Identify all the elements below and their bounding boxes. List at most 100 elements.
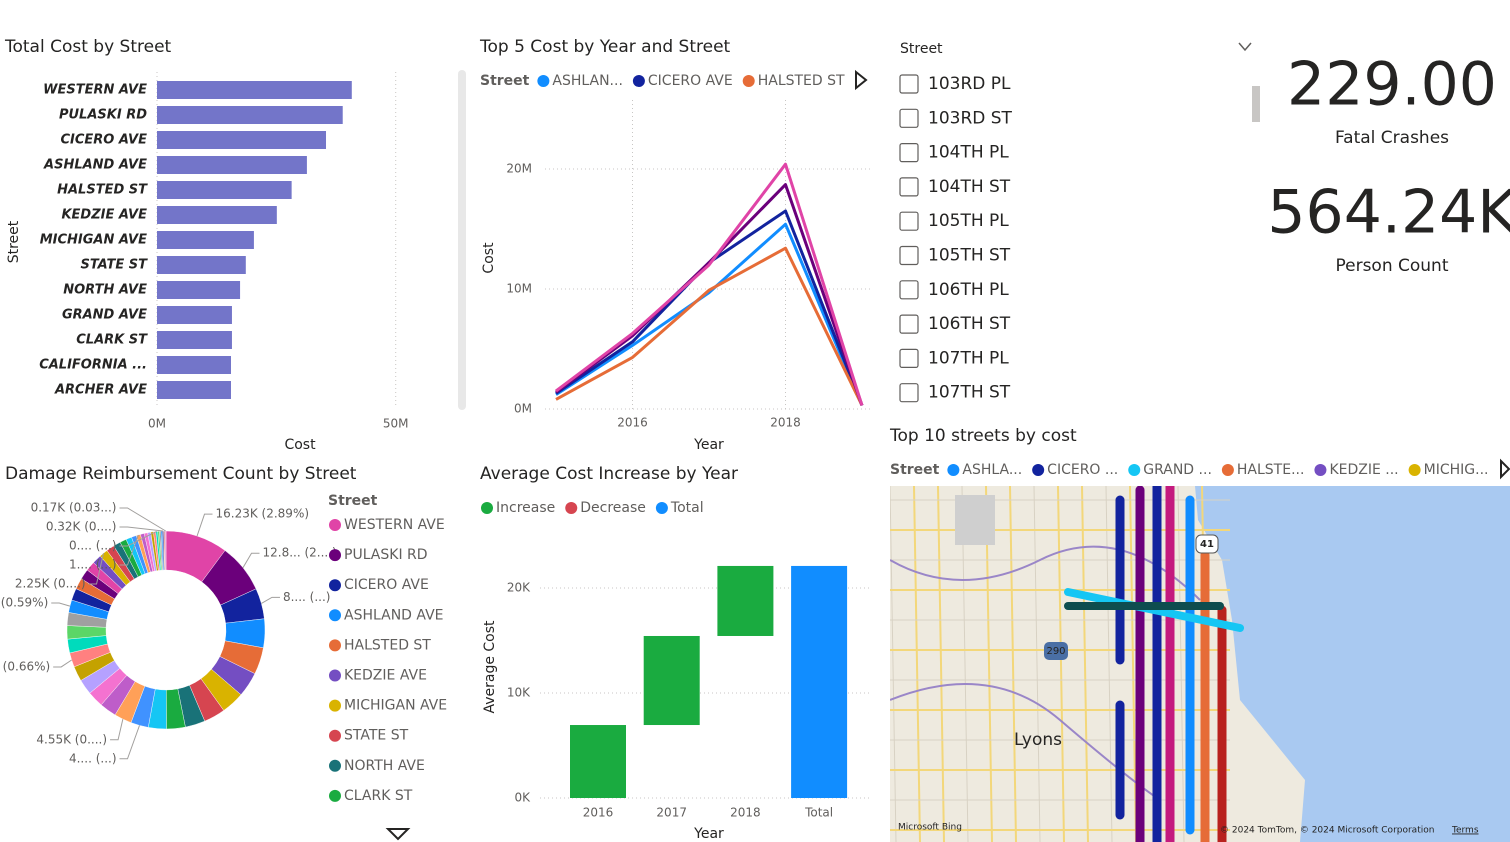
x-tick-label: 2016: [583, 806, 614, 820]
legend-swatch: [655, 502, 668, 514]
waterfall-bar: [570, 725, 626, 798]
bar: [157, 281, 241, 299]
y-tick-label: GRAND AVE: [62, 308, 147, 323]
bar: [157, 181, 292, 199]
map-road: [961, 486, 969, 842]
map-park: [955, 495, 995, 545]
legend-label: Total: [670, 500, 704, 516]
map-water: [1195, 486, 1510, 842]
slicer-item: 105TH PL: [928, 211, 1009, 231]
map-road: [1057, 486, 1065, 842]
x-axis-title: Cost: [284, 437, 316, 453]
leader-line: [110, 718, 124, 741]
y-axis-title: Street: [6, 220, 22, 263]
legend-swatch: [481, 502, 493, 514]
y-tick-label: 10K: [507, 686, 531, 700]
legend-title: Street: [328, 493, 378, 509]
bar: [157, 156, 307, 174]
leader-line: [119, 507, 166, 532]
chart-title: Total Cost by Street: [4, 37, 172, 57]
legend-more[interactable]: [385, 828, 411, 841]
line-series: [555, 162, 864, 406]
legend-swatch: [1221, 464, 1234, 476]
slicer-title: Street: [900, 41, 943, 57]
y-tick-label: CICERO AVE: [60, 133, 147, 148]
legend-swatch: [1128, 464, 1141, 476]
slicer-item: 106TH ST: [928, 314, 1011, 334]
checkbox[interactable]: [899, 108, 919, 128]
checkbox[interactable]: [899, 143, 919, 163]
x-axis-title: Year: [693, 437, 724, 453]
legend-label: PULASKI RD: [344, 547, 428, 563]
bar: [157, 131, 327, 149]
legend-swatch: [329, 609, 341, 622]
legend-label: Increase: [496, 500, 555, 516]
y-tick-label: ARCHER AVE: [54, 383, 147, 398]
checkbox[interactable]: [899, 280, 919, 300]
leader-line: [88, 553, 104, 585]
data-label: 2.25K (0....): [15, 577, 86, 591]
legend-label: GRAND ...: [1143, 462, 1212, 478]
bar: [157, 356, 231, 374]
bar: [157, 331, 232, 349]
donut-slice: [165, 530, 167, 571]
map: Lyons 41 290 Microsoft Bing © 2024 TomTom, ©…: [890, 486, 1510, 842]
line-series: [555, 222, 864, 406]
scrollbar[interactable]: [1252, 86, 1260, 122]
y-tick-label: 0K: [514, 791, 531, 805]
map-attribution[interactable]: Terms: [1451, 826, 1479, 836]
legend-swatch: [565, 502, 578, 514]
checkbox[interactable]: [899, 348, 919, 368]
checkbox[interactable]: [899, 314, 919, 334]
map-road: [1081, 486, 1089, 842]
legend-next[interactable]: [1500, 458, 1510, 480]
x-tick-label: 50M: [383, 417, 409, 431]
legend-label: ASHLA...: [962, 462, 1022, 478]
waterfall-bar: [791, 565, 848, 798]
legend-label: WESTERN AVE: [344, 517, 445, 533]
legend-swatch: [1032, 464, 1045, 476]
bar: [157, 256, 246, 274]
legend-next[interactable]: [855, 69, 868, 91]
y-tick-label: PULASKI RD: [59, 108, 147, 123]
scrollbar[interactable]: [458, 70, 466, 410]
legend-label: MICHIGAN AVE: [344, 698, 447, 714]
map-attribution: Microsoft Bing: [898, 823, 962, 833]
bar: [157, 106, 343, 124]
y-axis-title: Average Cost: [482, 620, 498, 714]
map-shield-label: 290: [1046, 646, 1065, 657]
slicer-item: 107TH ST: [928, 383, 1011, 403]
legend-swatch: [329, 549, 341, 562]
map-road: [890, 486, 897, 842]
dropdown-chevron[interactable]: [1238, 42, 1252, 52]
map-road: [1033, 486, 1041, 842]
legend-swatch: [1314, 464, 1327, 476]
bar: [157, 306, 232, 324]
legend-title: Street: [890, 462, 940, 478]
bar: [157, 231, 254, 249]
legend-swatch: [329, 519, 341, 531]
y-tick-label: ASHLAND AVE: [43, 158, 147, 173]
y-tick-label: 20K: [507, 581, 531, 595]
checkbox[interactable]: [899, 245, 919, 266]
legend-swatch: [947, 464, 960, 476]
waterfall-bar: [717, 565, 774, 636]
slicer-item: 103RD ST: [928, 108, 1013, 128]
data-label: 0.... (...): [69, 539, 117, 553]
card-label: Person Count: [1335, 256, 1448, 276]
legend-title: Street: [480, 73, 530, 89]
data-label: 8.... (...): [283, 590, 331, 604]
checkbox[interactable]: [899, 177, 919, 197]
checkbox[interactable]: [899, 74, 919, 94]
checkbox[interactable]: [899, 211, 919, 231]
data-label: 12.8... (2....): [263, 546, 337, 560]
map-road: [1105, 486, 1113, 842]
leader-line: [51, 602, 71, 607]
map-label: Lyons: [1014, 730, 1062, 750]
checkbox[interactable]: [899, 383, 919, 403]
map-shield-label: 41: [1200, 539, 1214, 550]
data-label: 4.55K (0....): [36, 732, 107, 746]
slicer-item: 105TH ST: [928, 246, 1011, 266]
data-label: 3.29K (0.59%): [0, 596, 48, 610]
legend-label: Decrease: [580, 500, 646, 516]
